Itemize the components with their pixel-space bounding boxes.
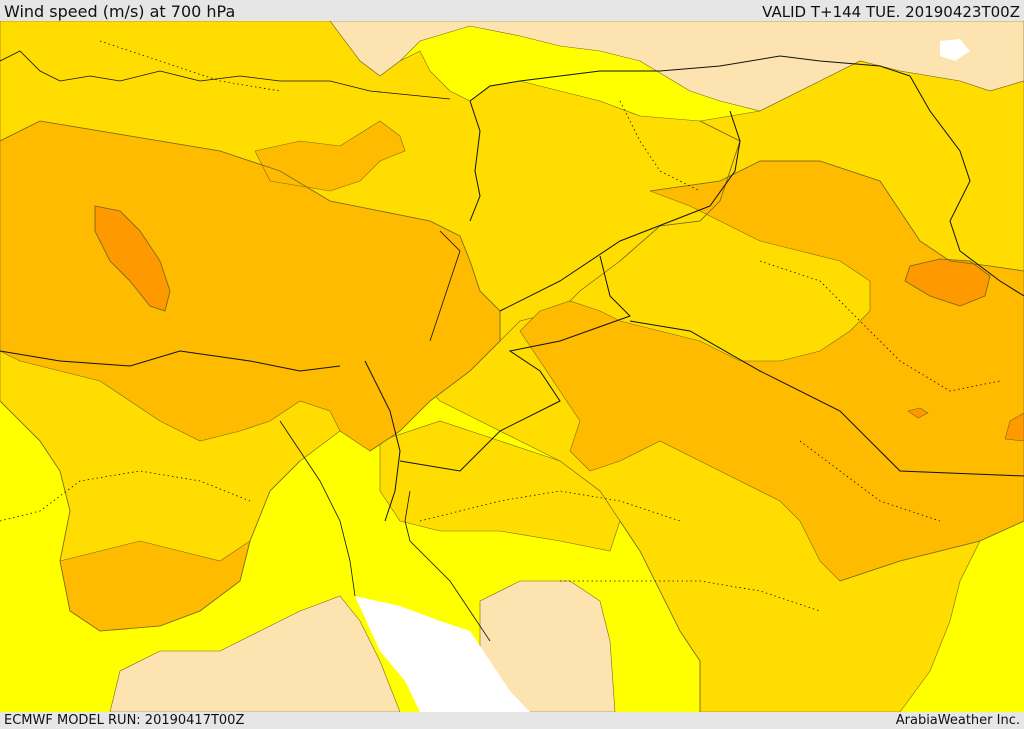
band-3-region-levant [254,120,406,192]
calm-zone-south-west [109,595,401,712]
chart-title: Wind speed (m/s) at 700 hPa [4,2,236,21]
header-bar: Wind speed (m/s) at 700 hPa VALID T+144 … [0,0,1024,21]
wind-speed-map [0,21,1024,712]
no-data-sea-north-east [940,39,970,61]
contour-lines [0,120,1024,712]
no-data-sea-south [355,596,530,712]
valid-time-label: VALID T+144 TUE. 20190423T00Z [762,3,1020,21]
band-2-region-south [379,420,621,552]
footer-bar: ECMWF MODEL RUN: 20190417T00Z ArabiaWeat… [0,712,1024,729]
band-4-cell-small [907,407,929,419]
country-borders [0,55,1024,522]
model-run-label: ECMWF MODEL RUN: 20190417T00Z [4,713,245,728]
admin-boundaries [0,40,1001,612]
credit-label: ArabiaWeather Inc. [895,713,1020,728]
band-4-cell-edge [1004,412,1024,442]
coastlines [0,50,491,642]
